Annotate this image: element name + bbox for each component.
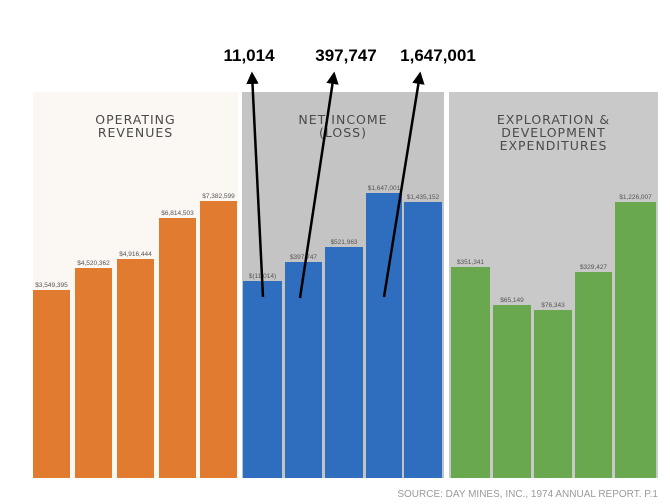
bar-value-label: $1,226,007 xyxy=(619,194,652,201)
bar-value-label: $1,647,001 xyxy=(368,185,401,192)
bar-value-label: $1,435,152 xyxy=(407,194,440,201)
source-note: SOURCE: DAY MINES, INC., 1974 ANNUAL REP… xyxy=(397,489,658,500)
bar-value-label: $7,382,599 xyxy=(202,193,235,200)
callout-arrow xyxy=(382,71,425,298)
bar-value-label: $521,963 xyxy=(330,239,357,246)
bar xyxy=(366,193,402,478)
bar xyxy=(615,202,656,478)
bar xyxy=(200,201,237,478)
bar-value-label: $6,814,503 xyxy=(161,210,194,217)
panel-title: DEVELOPMENT xyxy=(501,125,606,140)
callout-label: 397,747 xyxy=(315,46,376,65)
panel-title: OPERATING xyxy=(95,112,175,127)
bar xyxy=(75,268,112,478)
panel-title: (LOSS) xyxy=(319,125,367,140)
bar xyxy=(575,272,612,478)
panel-title: EXPENDITURES xyxy=(500,138,608,153)
bar-value-label: $351,341 xyxy=(457,259,484,266)
bar xyxy=(243,281,282,478)
bar xyxy=(534,310,572,478)
bar xyxy=(117,259,154,478)
bar-value-label: $397,747 xyxy=(290,254,317,261)
callout-label: 11,014 xyxy=(223,46,275,65)
bar xyxy=(325,247,363,478)
bar-value-label: $3,549,395 xyxy=(35,282,68,289)
bar-value-label: $65,149 xyxy=(500,297,524,304)
bar-value-label: $329,427 xyxy=(580,264,607,271)
bar xyxy=(33,290,70,478)
callout-arrow xyxy=(298,71,339,299)
bar xyxy=(159,218,196,478)
panel-title: NET INCOME xyxy=(298,112,387,127)
bar xyxy=(493,305,531,478)
callout-label: 1,647,001 xyxy=(400,46,476,65)
bar xyxy=(451,267,490,478)
bar-value-label: $4,916,444 xyxy=(119,251,152,258)
bar xyxy=(404,202,442,478)
bar-value-label: $4,520,362 xyxy=(77,260,110,267)
bar xyxy=(285,262,322,478)
panel-title: EXPLORATION & xyxy=(497,112,610,127)
callout-arrow xyxy=(246,71,265,298)
bar-value-label: $76,343 xyxy=(541,302,565,309)
panel-title: REVENUES xyxy=(98,125,173,140)
